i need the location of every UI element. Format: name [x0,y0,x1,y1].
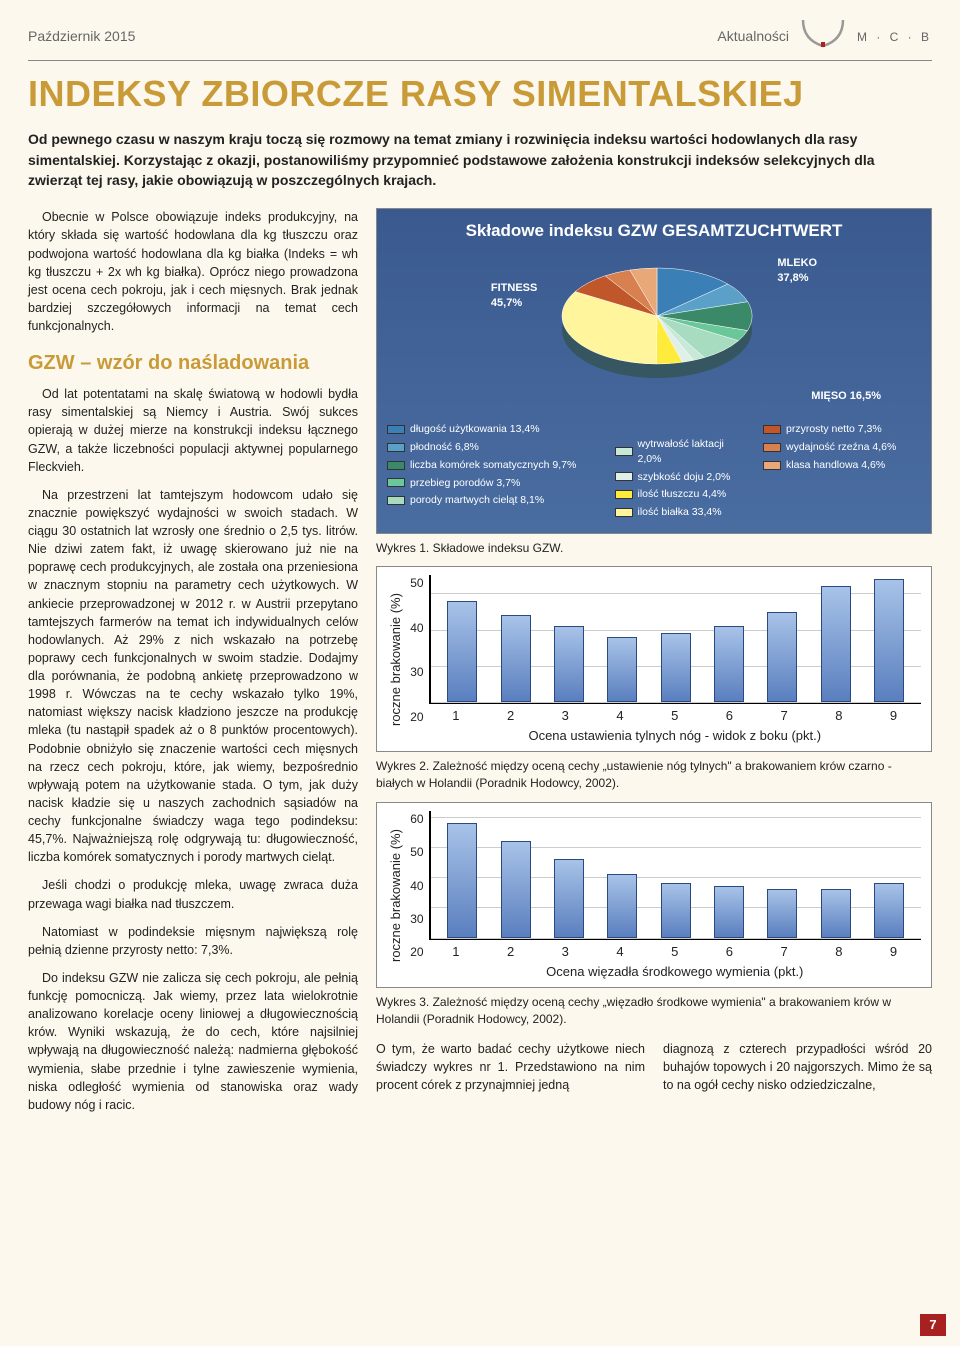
header-right: Aktualności M · C · B [717,18,932,56]
legend-item: płodność 6,8% [387,440,585,455]
bar-chart-3-panel: roczne brakowanie (%) 6050403020 1234567… [376,802,932,988]
bar [821,586,851,702]
chart3-y-axis: 6050403020 [405,811,428,981]
legend-item: przyrosty netto 7,3% [763,422,921,437]
bar [447,601,477,702]
bar [554,859,584,937]
bar [501,841,531,937]
bar [554,626,584,702]
bottom-para-left: O tym, że warto badać cechy użytkowe nie… [376,1040,645,1094]
bottom-para-right: diagnozą z czterech przypadłości wśród 2… [663,1040,932,1094]
legend-item: ilość białka 33,4% [615,505,734,520]
paragraph-3: Na przestrzeni lat tamtejszym hodowcom u… [28,486,358,867]
legend-item: przebieg porodów 3,7% [387,476,585,491]
chart3-y-label: roczne brakowanie (%) [387,811,405,981]
bar [607,637,637,702]
pie-chart-panel: Składowe indeksu GZW GESAMTZUCHTWERT FIT… [376,208,932,533]
bar [661,883,691,937]
lead-paragraph: Od pewnego czasu w naszym kraju toczą si… [28,129,932,190]
legend-item: szybkość doju 2,0% [615,470,734,485]
bar [714,626,744,702]
legend-item: klasa handlowa 4,6% [763,458,921,473]
bar-chart-2-panel: roczne brakowanie (%) 50403020 123456789… [376,566,932,752]
pie-chart [547,251,767,391]
pie-legend: długość użytkowania 13,4% płodność 6,8% li… [387,422,921,522]
caption-2: Wykres 2. Zależność między oceną cechy „… [376,758,932,792]
chart2-x-ticks: 123456789 [429,707,921,725]
legend-item: długość użytkowania 13,4% [387,422,585,437]
left-column: Obecnie w Polsce obowiązuje indeks produ… [28,208,358,1124]
bar [447,823,477,938]
bar [767,889,797,937]
legend-item: wydajność rzeźna 4,6% [763,440,921,455]
bar [501,615,531,702]
brand-letters: M · C · B [857,29,932,46]
chart2-y-label: roczne brakowanie (%) [387,575,405,745]
chart2-y-axis: 50403020 [405,575,428,745]
subheading-gzw: GZW – wzór do naśladowania [28,349,358,377]
bar [821,889,851,937]
article-title: INDEKSY ZBIORCZE RASY SIMENTALSKIEJ [28,69,932,119]
section-label: Aktualności [717,27,789,47]
pie-mleko-label: MLEKO37,8% [777,256,817,287]
chart2-plot [429,575,921,704]
paragraph-4: Jeśli chodzi o produkcję mleka, uwagę zw… [28,876,358,912]
pie-title: Składowe indeksu GZW GESAMTZUCHTWERT [387,219,921,243]
chart2-x-label: Ocena ustawienia tylnych nóg - widok z b… [429,727,921,745]
brand-logo [799,18,847,56]
chart3-x-ticks: 123456789 [429,943,921,961]
bar [661,633,691,702]
issue-date: Październik 2015 [28,27,135,47]
legend-item: wytrwałość laktacji 2,0% [615,437,734,466]
paragraph-1: Obecnie w Polsce obowiązuje indeks produ… [28,208,358,335]
legend-item: ilość tłuszczu 4,4% [615,487,734,502]
paragraph-5: Natomiast w podindeksie mięsnym najwięks… [28,923,358,959]
caption-3: Wykres 3. Zależność między oceną cechy „… [376,994,932,1028]
paragraph-6: Do indeksu GZW nie zalicza się cech pokr… [28,969,358,1114]
bottom-columns: O tym, że warto badać cechy użytkowe nie… [376,1040,932,1094]
page-header: Październik 2015 Aktualności M · C · B [28,18,932,61]
bar [714,886,744,937]
right-column: Składowe indeksu GZW GESAMTZUCHTWERT FIT… [376,208,932,1124]
bar [767,612,797,702]
chart3-plot [429,811,921,940]
chart3-x-label: Ocena więzadła środkowego wymienia (pkt.… [429,963,921,981]
pie-fitness-label: FITNESS45,7% [491,281,537,312]
bar [607,874,637,937]
paragraph-2: Od lat potentatami na skalę światową w h… [28,385,358,476]
legend-item: porody martwych cieląt 8,1% [387,493,585,508]
page-number: 7 [920,1314,946,1336]
bar [874,883,904,937]
bar [874,579,904,702]
legend-item: liczba komórek somatycznych 9,7% [387,458,585,473]
caption-1: Wykres 1. Składowe indeksu GZW. [376,540,932,557]
